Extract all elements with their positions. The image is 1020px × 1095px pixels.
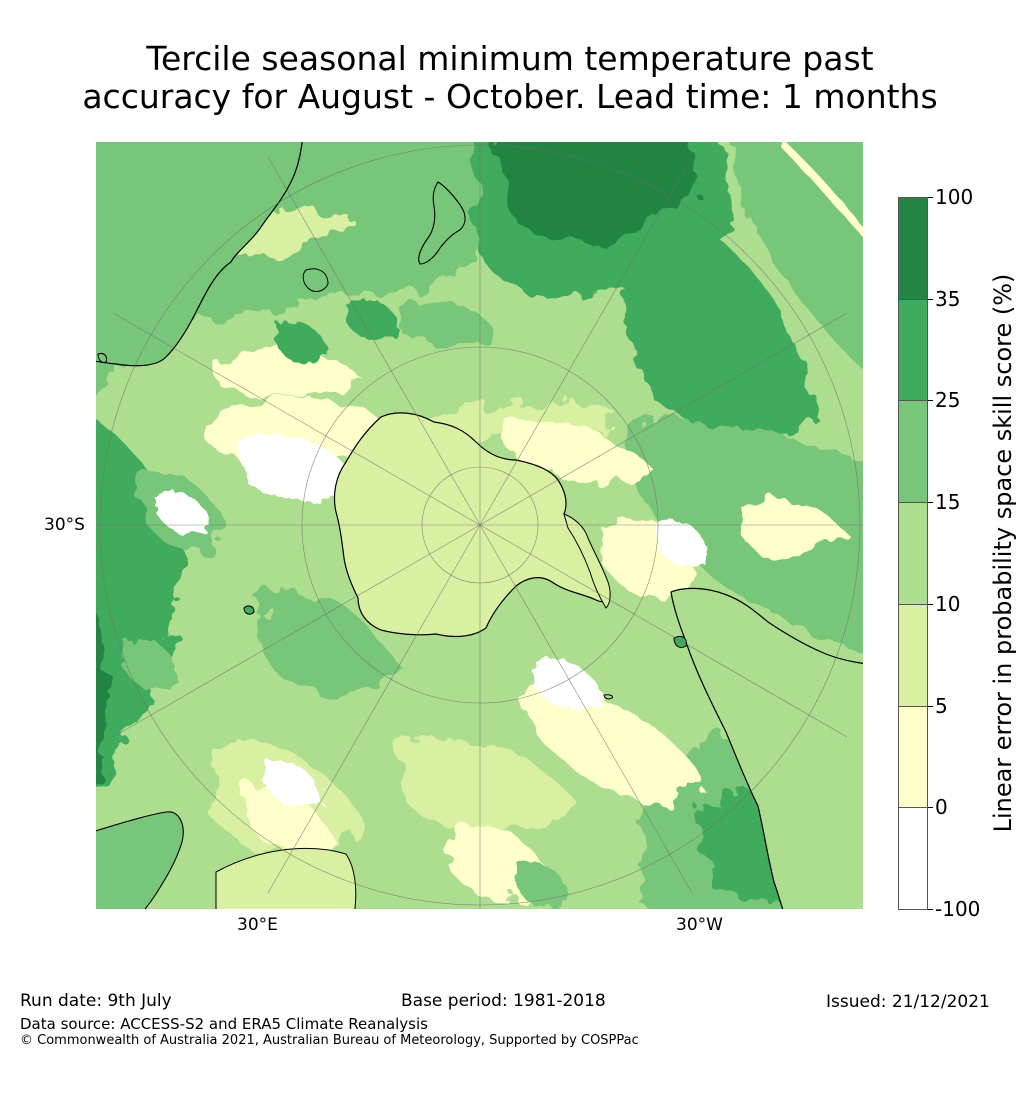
skill-score-map	[96, 142, 863, 909]
colorbar	[898, 197, 928, 910]
copyright: © Commonwealth of Australia 2021, Austra…	[20, 1033, 639, 1048]
island-south-georgia	[603, 694, 613, 700]
island-macquarie	[97, 353, 107, 363]
tasmania-landmass	[302, 268, 329, 292]
lat-label-30s: 30°S	[44, 515, 85, 535]
colorbar-bin	[898, 807, 928, 910]
southern-africa-landmass	[96, 811, 184, 909]
colorbar-bin	[898, 197, 928, 300]
colorbar-bin	[898, 400, 928, 504]
colorbar-tick-label: 25	[935, 388, 961, 413]
title-line-1: Tercile seasonal minimum temperature pas…	[146, 39, 874, 78]
australia-landmass	[96, 142, 303, 367]
colorbar-bin	[898, 603, 928, 707]
colorbar-label: Linear error in probability space skill …	[989, 273, 1017, 833]
colorbar-tick-mark	[928, 197, 933, 198]
colorbar-tick-mark	[928, 807, 933, 809]
run-date: Run date: 9th July	[20, 991, 172, 1011]
new-zealand-landmass	[418, 181, 466, 265]
antarctica-landmass	[333, 412, 609, 638]
colorbar-tick-label: -100	[935, 897, 981, 921]
madagascar-landmass	[215, 847, 357, 909]
chart-title: Tercile seasonal minimum temperature pas…	[0, 40, 1020, 116]
colorbar-tick-label: 5	[935, 693, 948, 718]
south-america-landmass	[670, 587, 863, 909]
colorbar-tick-mark	[928, 400, 933, 402]
data-source: Data source: ACCESS-S2 and ERA5 Climate …	[20, 1015, 428, 1033]
colorbar-tick-label: 15	[935, 490, 961, 515]
lon-label-30w: 30°W	[676, 915, 723, 935]
colorbar-tick-mark	[928, 705, 933, 707]
colorbar-bin	[898, 502, 928, 605]
colorbar-bin	[898, 298, 928, 402]
colorbar-tick-mark	[928, 502, 933, 504]
colorbar-tick-mark	[928, 909, 933, 910]
base-period: Base period: 1981-2018	[401, 991, 606, 1011]
title-line-2: accuracy for August - October. Lead time…	[82, 77, 938, 116]
colorbar-tick-label: 35	[935, 286, 961, 311]
colorbar-tick-mark	[928, 603, 933, 605]
colorbar-bin	[898, 705, 928, 809]
lon-label-30e: 30°E	[237, 915, 278, 935]
skill-contour-details	[124, 298, 848, 908]
colorbar-tick-label: 100	[935, 185, 974, 209]
island-falklands	[673, 635, 687, 649]
skill-contour-fields	[96, 142, 863, 909]
colorbar-tick-mark	[928, 298, 933, 300]
colorbar-tick-label: 10	[935, 591, 961, 616]
graticule	[96, 142, 863, 909]
island-kerguelen	[243, 605, 255, 615]
colorbar-tick-label: 0	[935, 795, 948, 820]
issued-date: Issued: 21/12/2021	[826, 992, 990, 1012]
